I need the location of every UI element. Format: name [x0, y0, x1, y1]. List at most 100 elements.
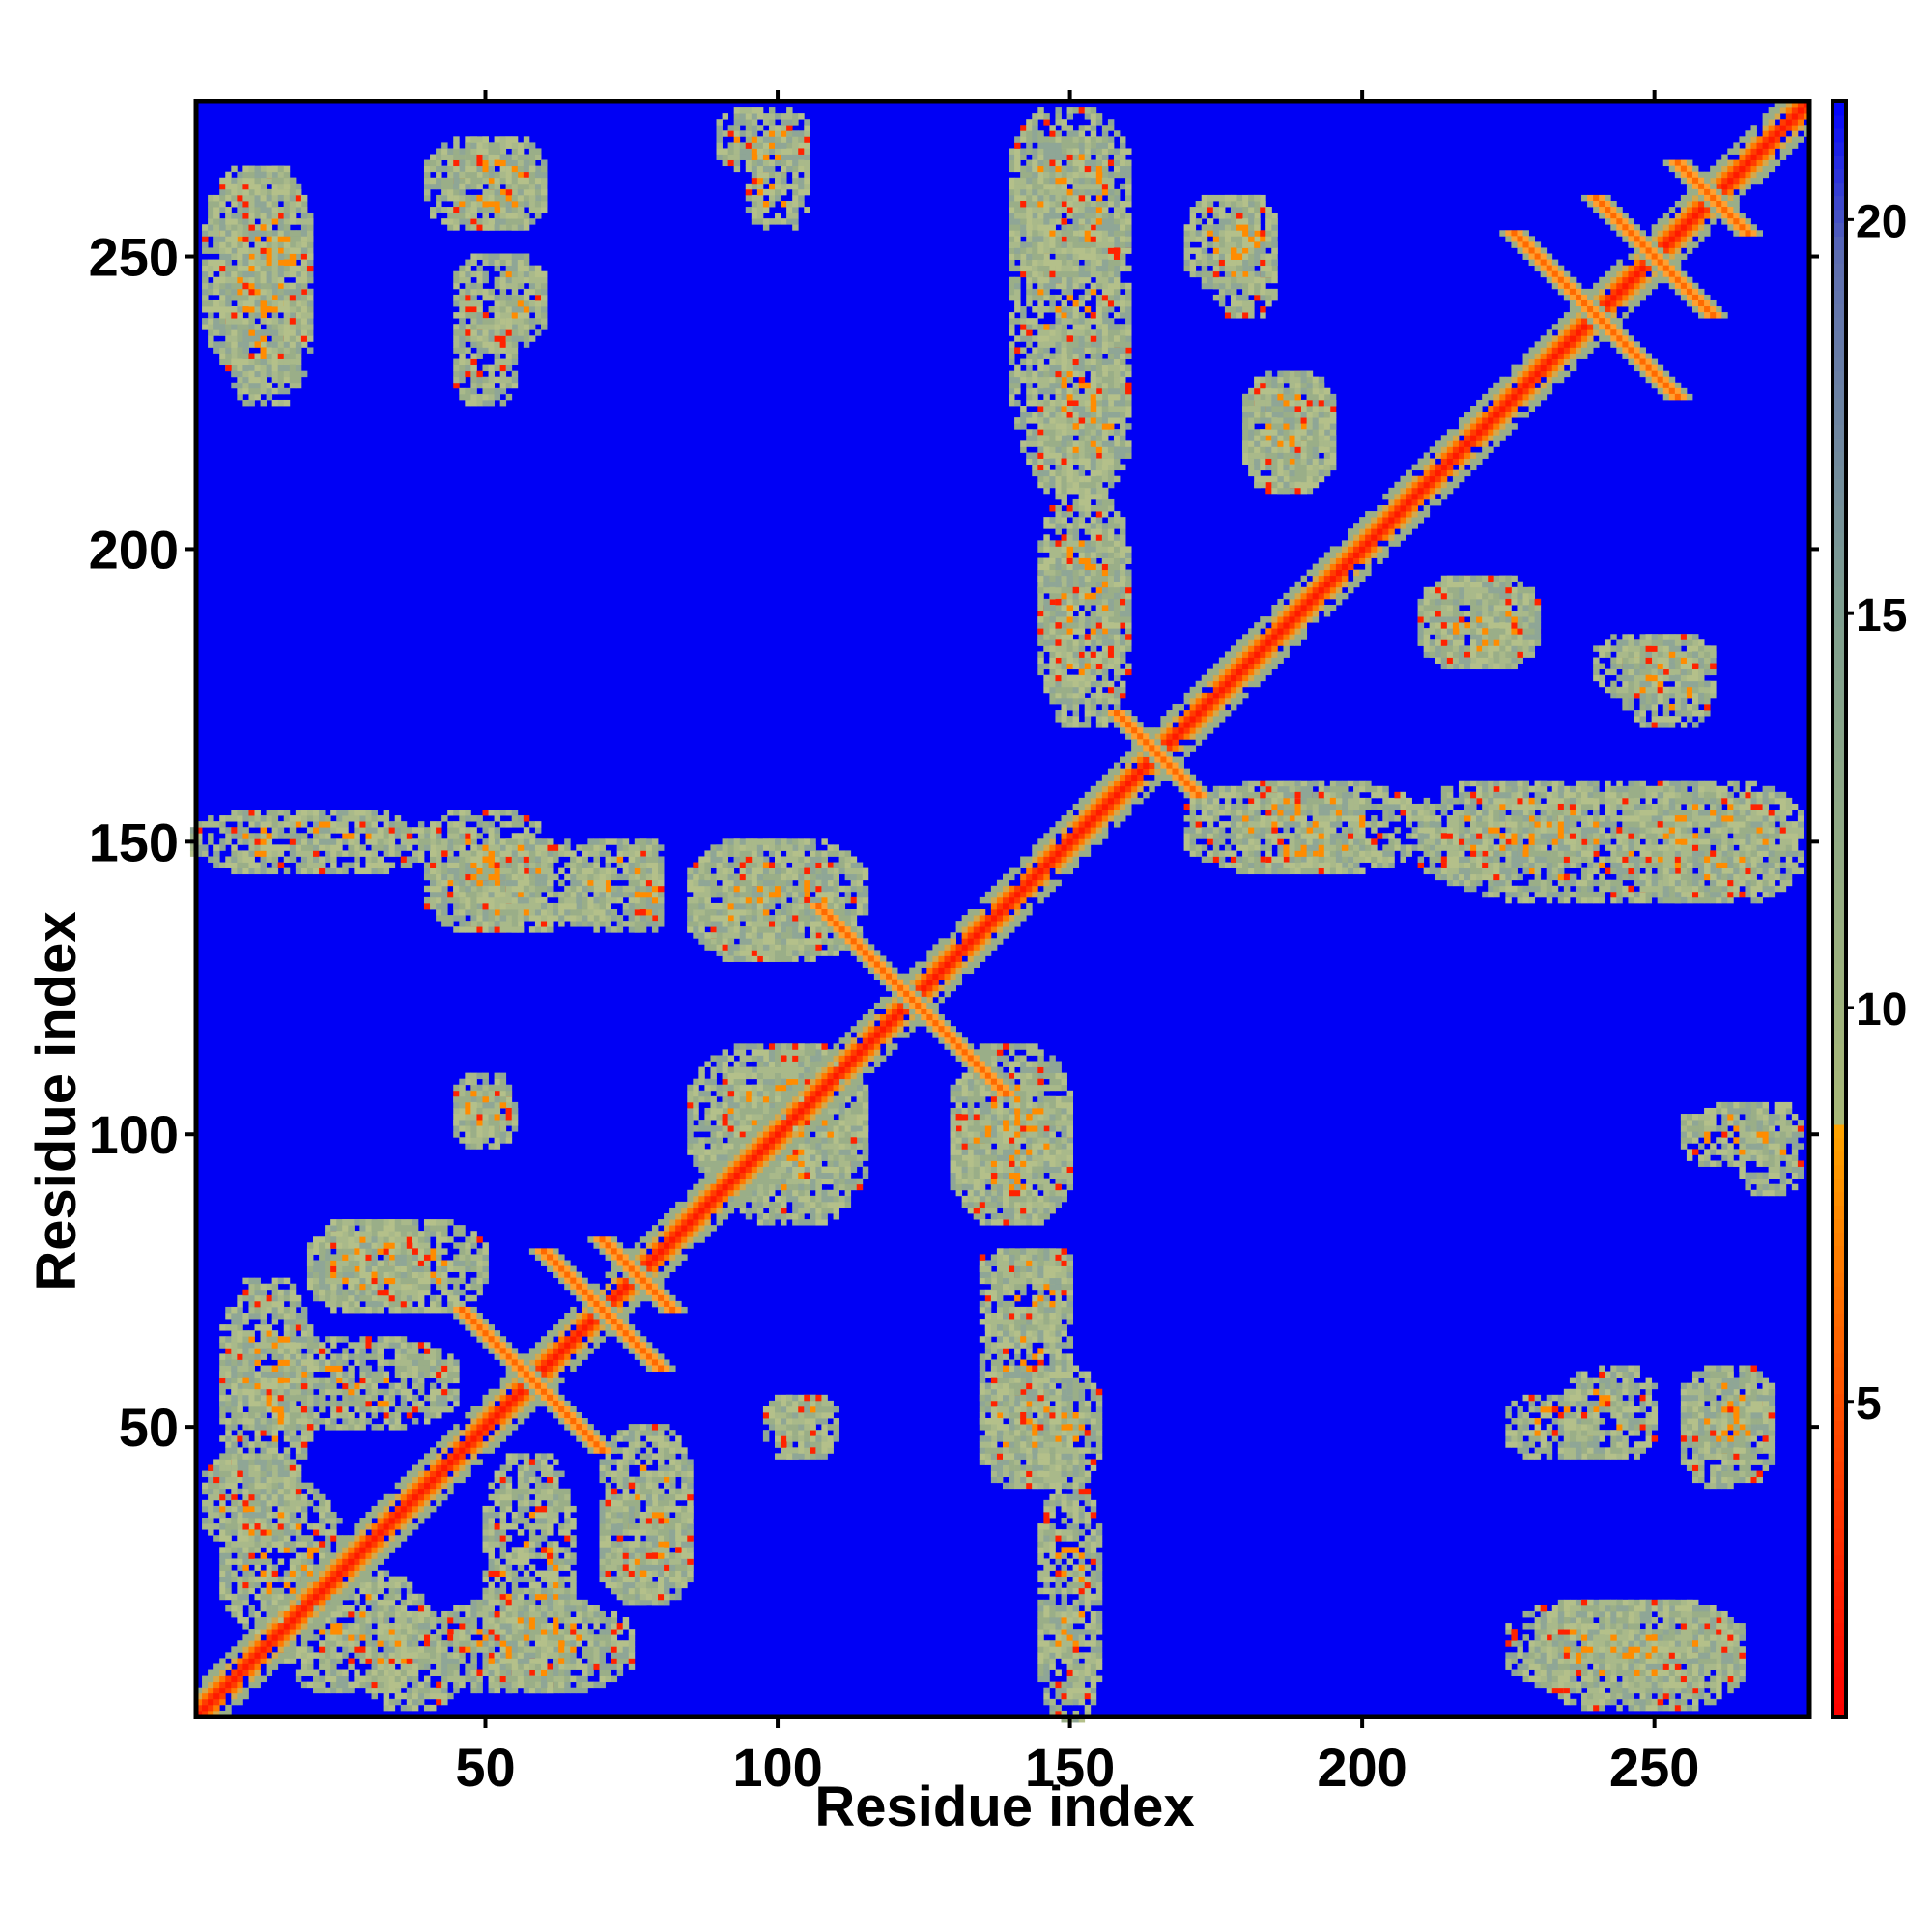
heatmap-cell: [751, 1201, 758, 1208]
heatmap-cell: [388, 1300, 396, 1308]
heatmap-cell: [669, 1430, 676, 1436]
heatmap-cell: [540, 1493, 548, 1501]
heatmap-cell: [436, 1236, 442, 1243]
heatmap-cell: [330, 1523, 337, 1530]
heatmap-cell: [365, 1669, 372, 1676]
heatmap-cell: [775, 1207, 781, 1214]
heatmap-cell: [482, 1260, 489, 1266]
heatmap-cell: [277, 1523, 285, 1530]
heatmap-cell: [371, 1277, 378, 1285]
heatmap-cell: [225, 1441, 232, 1448]
heatmap-cell: [231, 1558, 238, 1565]
heatmap-cell: [266, 1394, 273, 1402]
heatmap-cell: [342, 1681, 349, 1689]
heatmap-cell: [710, 1055, 717, 1062]
heatmap-cell: [283, 1418, 291, 1425]
heatmap-cell: [465, 1634, 471, 1641]
heatmap-cell: [628, 1476, 636, 1484]
heatmap-cell: [687, 1493, 694, 1501]
heatmap-cell: [313, 1547, 320, 1553]
heatmap-cell: [833, 1131, 839, 1138]
heatmap-cell: [669, 1518, 676, 1524]
heatmap-cell: [400, 1663, 408, 1670]
heatmap-cell: [219, 1593, 226, 1601]
heatmap-cell: [634, 1459, 641, 1465]
heatmap-cell: [722, 1084, 729, 1092]
heatmap-cell: [208, 1488, 214, 1495]
heatmap-cell: [815, 1066, 822, 1074]
heatmap-cell: [430, 1687, 437, 1694]
heatmap-cell: [821, 1049, 828, 1056]
heatmap-cell: [821, 1137, 828, 1144]
heatmap-cell: [517, 1587, 525, 1595]
heatmap-cell: [283, 1400, 291, 1407]
heatmap-cell: [528, 1511, 536, 1519]
heatmap-cell: [570, 1570, 577, 1577]
heatmap-cell: [430, 1658, 437, 1664]
heatmap-cell: [436, 1225, 442, 1232]
heatmap-cell: [295, 1324, 302, 1331]
heatmap-cell: [634, 1447, 641, 1454]
heatmap-cell: [295, 1576, 302, 1583]
heatmap-cell: [505, 1634, 513, 1641]
heatmap-cell: [523, 1599, 530, 1606]
heatmap-cell: [365, 1377, 372, 1384]
heatmap-cell: [605, 1482, 612, 1490]
heatmap-cell: [354, 1406, 360, 1413]
heatmap-cell: [441, 1271, 448, 1279]
heatmap-cell: [377, 1424, 384, 1431]
heatmap-cell: [237, 1359, 243, 1366]
heatmap-cell: [388, 1646, 396, 1653]
heatmap-cell: [453, 1371, 460, 1378]
heatmap-cell: [727, 1114, 735, 1121]
heatmap-cell: [675, 1464, 682, 1471]
heatmap-cell: [622, 1617, 630, 1624]
heatmap-cell: [213, 1535, 220, 1542]
heatmap-cell: [231, 1348, 238, 1354]
heatmap-cell: [716, 1061, 723, 1067]
heatmap-cell: [400, 1348, 408, 1354]
heatmap-cell: [494, 1681, 501, 1689]
heatmap-cell: [237, 1587, 243, 1595]
heatmap-cell: [553, 1634, 559, 1641]
heatmap-cell: [523, 1558, 530, 1565]
heatmap-cell: [710, 1143, 717, 1150]
heatmap-cell: [534, 1658, 542, 1664]
heatmap-cell: [605, 1669, 612, 1676]
heatmap-cell: [639, 1430, 647, 1436]
heatmap-cell: [453, 1231, 460, 1237]
heatmap-cell: [406, 1289, 413, 1296]
heatmap-cell: [242, 1336, 249, 1343]
heatmap-cell: [237, 1365, 243, 1372]
heatmap-cell: [488, 1581, 495, 1589]
heatmap-cell: [283, 1348, 291, 1354]
heatmap-cell: [639, 1523, 647, 1530]
heatmap-cell: [499, 1476, 507, 1484]
heatmap-cell: [505, 1687, 513, 1694]
heatmap-cell: [517, 1552, 525, 1559]
heatmap-cell: [319, 1248, 326, 1255]
heatmap-cell: [815, 1137, 822, 1144]
heatmap-cell: [254, 1371, 261, 1378]
heatmap-cell: [628, 1518, 636, 1524]
heatmap-cell: [716, 1084, 723, 1092]
heatmap-cell: [400, 1704, 408, 1712]
heatmap-cell: [266, 1300, 273, 1308]
heatmap-cell: [383, 1663, 390, 1670]
heatmap-cell: [553, 1547, 559, 1553]
heatmap-cell: [798, 1143, 805, 1150]
heatmap-cell: [681, 1470, 688, 1478]
heatmap-cell: [482, 1617, 489, 1624]
heatmap-cell: [271, 1377, 279, 1384]
heatmap-cell: [271, 1283, 279, 1291]
heatmap-cell: [558, 1687, 565, 1694]
heatmap-cell: [798, 1154, 805, 1161]
heatmap-cell: [371, 1377, 378, 1384]
heatmap-cell: [505, 1629, 513, 1635]
heatmap-cell: [283, 1365, 291, 1372]
heatmap-cell: [681, 1558, 688, 1565]
heatmap-cell: [505, 1593, 513, 1601]
heatmap-cell: [756, 1043, 764, 1050]
heatmap-cell: [342, 1640, 349, 1647]
heatmap-cell: [505, 1570, 513, 1577]
